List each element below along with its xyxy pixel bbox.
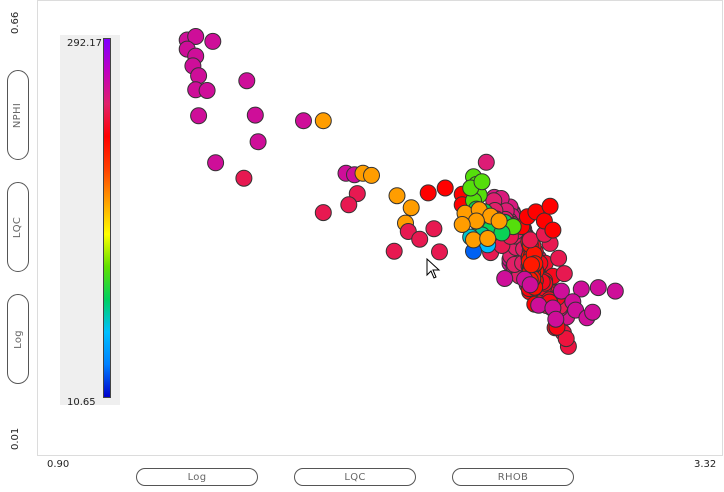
data-point: [477, 153, 495, 171]
data-point: [419, 184, 437, 202]
x-axis-lqc-button[interactable]: LQC: [294, 468, 416, 486]
mouse-cursor-icon: [426, 257, 441, 279]
data-point: [340, 196, 358, 214]
data-point: [204, 32, 222, 50]
data-point: [589, 279, 607, 297]
y-axis-nphi-button[interactable]: NPHI: [7, 70, 29, 160]
data-point: [207, 154, 225, 172]
y-axis-max-tick: 0.66: [10, 11, 21, 34]
color-scale-min-label: 10.65: [67, 397, 96, 408]
y-axis-log-button[interactable]: Log: [7, 294, 29, 384]
data-point: [467, 212, 485, 230]
data-point: [388, 187, 406, 205]
data-point: [436, 179, 454, 197]
data-point: [557, 330, 575, 348]
data-point: [530, 296, 548, 314]
data-point: [235, 169, 253, 187]
color-scale-max-label: 292.17: [67, 38, 102, 49]
data-point: [555, 265, 573, 283]
data-point: [473, 173, 491, 191]
data-point: [314, 112, 332, 130]
x-axis-lqc-label: LQC: [344, 471, 366, 483]
data-point: [606, 282, 624, 300]
data-point: [490, 212, 508, 230]
data-point: [385, 242, 403, 260]
data-point: [541, 197, 559, 215]
data-point: [314, 204, 332, 222]
data-point: [465, 231, 482, 249]
data-point: [550, 249, 568, 267]
data-point: [584, 303, 602, 321]
x-axis-max-tick: 3.32: [694, 459, 717, 470]
data-point: [547, 310, 565, 328]
y-axis-nphi-label: NPHI: [12, 102, 24, 128]
data-point: [295, 112, 312, 130]
data-point: [572, 280, 590, 298]
data-point: [552, 282, 570, 300]
data-point: [479, 230, 497, 247]
x-axis-rhob-label: RHOB: [497, 471, 529, 483]
data-point: [544, 221, 562, 239]
data-point: [496, 270, 514, 287]
data-point: [523, 256, 540, 274]
color-scale-bar: [103, 38, 111, 398]
data-point: [453, 216, 471, 233]
data-point: [363, 166, 380, 184]
color-legend: [60, 35, 120, 405]
data-point: [198, 82, 216, 99]
y-axis-min-tick: 0.01: [10, 427, 21, 450]
data-point: [402, 199, 420, 217]
data-point: [238, 72, 256, 90]
x-axis-log-button[interactable]: Log: [136, 468, 258, 486]
data-point: [187, 28, 205, 45]
x-axis-min-tick: 0.90: [47, 459, 70, 470]
plot-area: [37, 0, 723, 456]
data-point: [521, 276, 539, 294]
data-point: [249, 133, 267, 151]
y-axis-lqc-button[interactable]: LQC: [7, 182, 29, 272]
data-point: [246, 106, 264, 124]
data-point: [190, 107, 208, 125]
y-axis-log-label: Log: [12, 329, 24, 349]
x-axis-log-label: Log: [187, 471, 207, 483]
data-point: [425, 220, 443, 238]
data-point: [411, 230, 429, 248]
x-axis-rhob-button[interactable]: RHOB: [452, 468, 574, 486]
y-axis-lqc-label: LQC: [12, 216, 24, 238]
data-point: [431, 243, 448, 261]
scatter-plot: [178, 28, 624, 355]
data-point: [190, 67, 208, 85]
